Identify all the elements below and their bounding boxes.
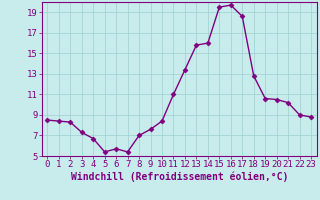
X-axis label: Windchill (Refroidissement éolien,°C): Windchill (Refroidissement éolien,°C): [70, 172, 288, 182]
